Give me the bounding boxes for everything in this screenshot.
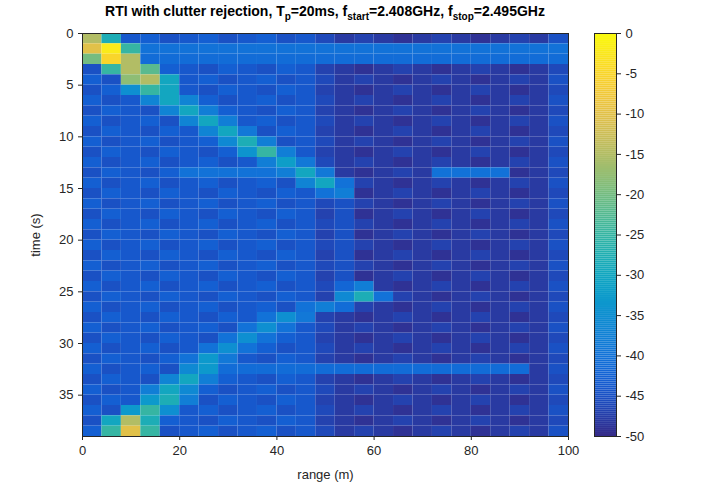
svg-text:-5: -5 bbox=[626, 66, 638, 81]
svg-text:0: 0 bbox=[66, 26, 73, 41]
svg-text:0: 0 bbox=[79, 443, 86, 458]
svg-text:-40: -40 bbox=[626, 348, 645, 363]
svg-text:20: 20 bbox=[172, 443, 186, 458]
svg-text:-30: -30 bbox=[626, 267, 645, 282]
svg-text:time (s): time (s) bbox=[28, 213, 43, 256]
svg-text:40: 40 bbox=[270, 443, 284, 458]
svg-text:30: 30 bbox=[59, 336, 73, 351]
svg-text:20: 20 bbox=[59, 232, 73, 247]
svg-text:60: 60 bbox=[367, 443, 381, 458]
svg-text:80: 80 bbox=[464, 443, 478, 458]
svg-text:range (m): range (m) bbox=[297, 467, 353, 482]
svg-text:-20: -20 bbox=[626, 187, 645, 202]
svg-text:100: 100 bbox=[558, 443, 580, 458]
svg-text:15: 15 bbox=[59, 181, 73, 196]
svg-text:-10: -10 bbox=[626, 106, 645, 121]
svg-text:5: 5 bbox=[66, 77, 73, 92]
svg-text:35: 35 bbox=[59, 387, 73, 402]
svg-text:-50: -50 bbox=[626, 429, 645, 444]
svg-text:10: 10 bbox=[59, 129, 73, 144]
svg-text:25: 25 bbox=[59, 284, 73, 299]
svg-text:-45: -45 bbox=[626, 388, 645, 403]
html-text:RTI with clutter rejection, Tp: RTI with clutter rejection, Tp=20ms, fst… bbox=[105, 3, 545, 22]
svg-text:-25: -25 bbox=[626, 227, 645, 242]
svg-text:-35: -35 bbox=[626, 308, 645, 323]
svg-text:-15: -15 bbox=[626, 147, 645, 162]
svg-text:0: 0 bbox=[626, 26, 633, 41]
